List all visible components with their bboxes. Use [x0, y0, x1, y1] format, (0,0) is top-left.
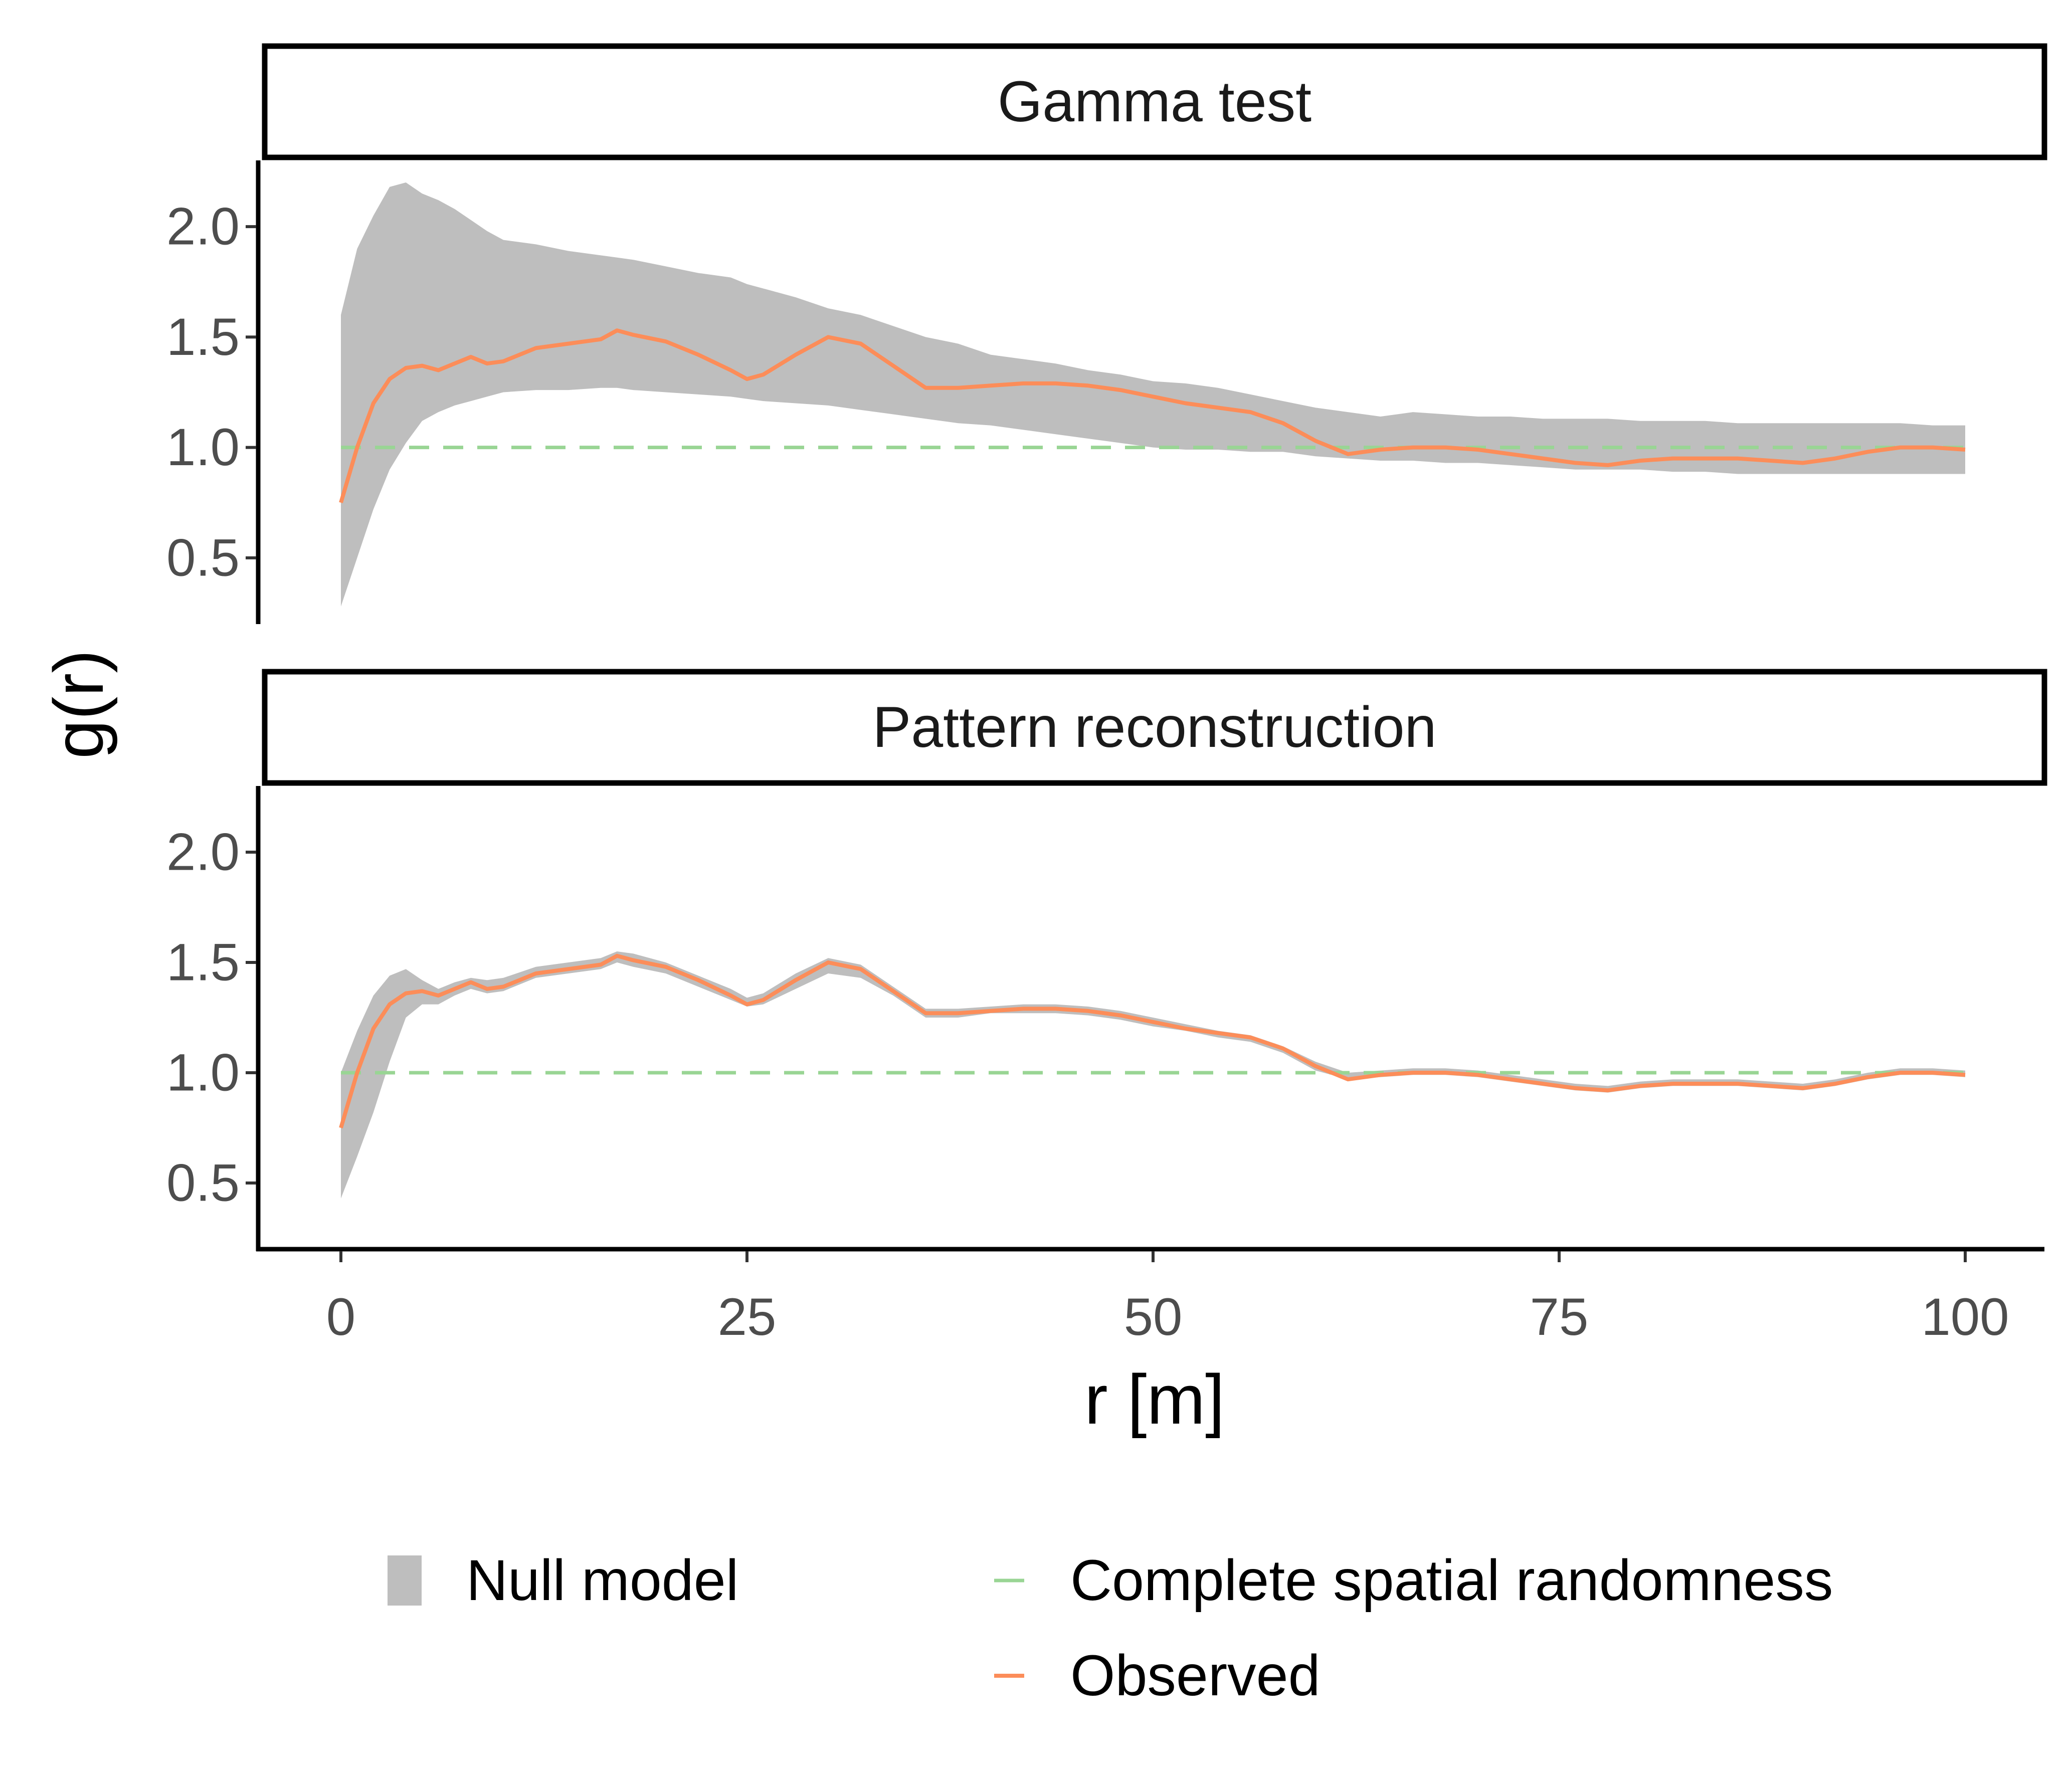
y-tick-label: 1.5	[166, 933, 240, 992]
x-axis-ticks: 0 25 50 75 100	[326, 1251, 2009, 1346]
x-tick-label: 50	[1124, 1288, 1183, 1346]
y-tick-label: 1.0	[166, 418, 240, 477]
plot-area	[339, 951, 1966, 1199]
facet-title: Gamma test	[998, 70, 1311, 134]
x-tick-label: 100	[1921, 1288, 2009, 1346]
null-model-envelope	[341, 182, 1965, 607]
facet-title: Pattern reconstruction	[872, 695, 1436, 759]
facet-gamma-test: Gamma test 0.5 1.0 1.5 2.0	[166, 43, 2047, 624]
x-axis-title: r [m]	[1084, 1360, 1225, 1439]
facet-strip	[262, 669, 2047, 786]
y-axis-ticks: 0.5 1.0 1.5 2.0	[166, 198, 256, 587]
legend-label-null-model: Null model	[466, 1548, 738, 1613]
observed-line	[339, 328, 1966, 503]
facet-pattern-reconstruction: Pattern reconstruction 0.5 1.0 1.5 2.0	[166, 669, 2047, 1252]
y-tick-label: 0.5	[166, 528, 240, 587]
x-tick-label: 0	[326, 1288, 355, 1346]
legend-key-null-model	[388, 1555, 422, 1606]
y-axis-ticks: 0.5 1.0 1.5 2.0	[166, 823, 256, 1213]
observed-line	[339, 953, 1966, 1129]
x-tick-label: 75	[1530, 1288, 1589, 1346]
y-tick-label: 1.0	[166, 1044, 240, 1102]
y-tick-label: 2.0	[166, 823, 240, 882]
x-tick-label: 25	[718, 1288, 777, 1346]
y-tick-label: 1.5	[166, 308, 240, 366]
y-axis-title: g(r)	[39, 650, 118, 759]
plot-area	[339, 182, 1966, 607]
y-tick-label: 0.5	[166, 1154, 240, 1213]
legend: Null model Complete spatial randomness O…	[388, 1548, 1833, 1708]
legend-label-csr: Complete spatial randomness	[1070, 1548, 1833, 1613]
y-tick-label: 2.0	[166, 198, 240, 256]
null-model-envelope	[341, 951, 1965, 1199]
facet-strip	[262, 43, 2047, 160]
legend-label-observed: Observed	[1070, 1644, 1321, 1708]
